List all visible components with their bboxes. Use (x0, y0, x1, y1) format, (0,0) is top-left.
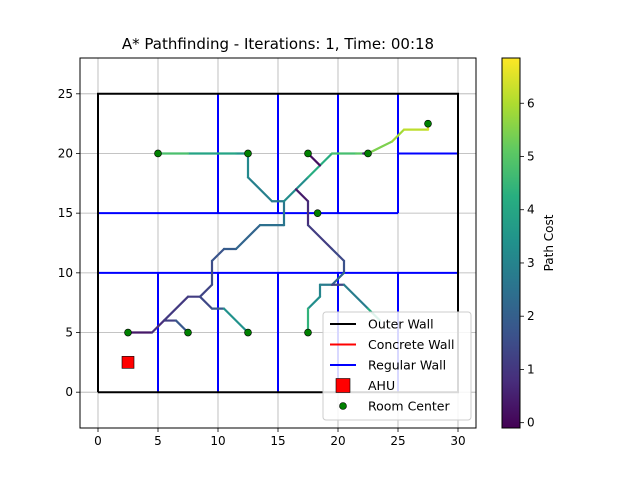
path-segment (330, 271, 346, 286)
legend-label: Room Center (368, 399, 451, 414)
y-tick-label: 5 (65, 326, 73, 340)
x-tick-label: 30 (450, 434, 465, 448)
room-center-marker (124, 328, 132, 337)
colorbar-tick-label: 5 (527, 149, 535, 163)
y-tick-label: 25 (58, 87, 73, 101)
y-tick-label: 20 (58, 146, 73, 160)
colorbar-tick-label: 2 (527, 309, 535, 323)
legend-dot-swatch (339, 402, 347, 410)
colorbar: 0 1 2 3 4 5 6 (501, 57, 535, 430)
room-center-marker (244, 149, 252, 158)
path-segment (234, 223, 262, 251)
colorbar-tick-label: 4 (527, 203, 535, 217)
legend-label: Regular Wall (368, 358, 446, 373)
x-tick-label: 10 (210, 434, 225, 448)
legend: Outer Wall Concrete Wall Regular Wall AHU Ro… (322, 311, 472, 421)
room-center-marker (184, 328, 192, 337)
path-segment (306, 295, 322, 310)
path-segment (390, 128, 406, 143)
path-segment (306, 223, 334, 251)
path-segment (162, 295, 190, 322)
x-tick-label: 20 (330, 434, 345, 448)
colorbar-tick-label: 6 (527, 96, 535, 110)
plot-frame (79, 57, 477, 429)
colorbar-label: Path Cost (542, 214, 556, 271)
x-tick-label: 15 (270, 434, 285, 448)
room-center-marker (424, 119, 432, 128)
path-segment (246, 176, 274, 203)
path-segment (150, 319, 166, 334)
path-segment (198, 295, 214, 310)
path-segment (210, 247, 226, 263)
path-segment (222, 307, 250, 334)
colorbar-tick-label: 1 (527, 362, 535, 376)
path-segment (294, 188, 310, 203)
colorbar-gradient (501, 57, 521, 429)
chart-title: A* Pathfinding - Iterations: 1, Time: 00… (122, 35, 434, 53)
legend-label: Outer Wall (368, 317, 434, 332)
room-center-marker (364, 149, 372, 158)
colorbar-tick-label: 0 (527, 416, 535, 430)
room-center-marker (244, 328, 252, 337)
ahu-marker (121, 356, 135, 369)
legend-label: Concrete Wall (368, 337, 454, 352)
room-center-marker (304, 328, 312, 337)
path-segment (366, 140, 394, 155)
axis-ticks: 0 5 10 15 20 25 30 0 5 10 15 20 25 (58, 87, 466, 448)
colorbar-tick-label: 3 (527, 256, 535, 270)
legend-box (322, 311, 472, 421)
y-tick-label: 10 (58, 266, 73, 280)
x-tick-label: 25 (390, 434, 405, 448)
room-center-marker (304, 149, 312, 158)
y-tick-label: 0 (65, 385, 73, 399)
legend-square-swatch (335, 378, 351, 393)
legend-label: AHU (368, 378, 395, 393)
x-tick-label: 5 (154, 434, 162, 448)
room-center-marker (154, 149, 162, 158)
path-segment (198, 283, 214, 298)
y-tick-label: 15 (58, 206, 73, 220)
room-center-marker (313, 209, 322, 217)
path-segment (342, 283, 370, 310)
markers (121, 119, 432, 369)
x-tick-label: 0 (94, 434, 102, 448)
path-segment (330, 247, 346, 263)
